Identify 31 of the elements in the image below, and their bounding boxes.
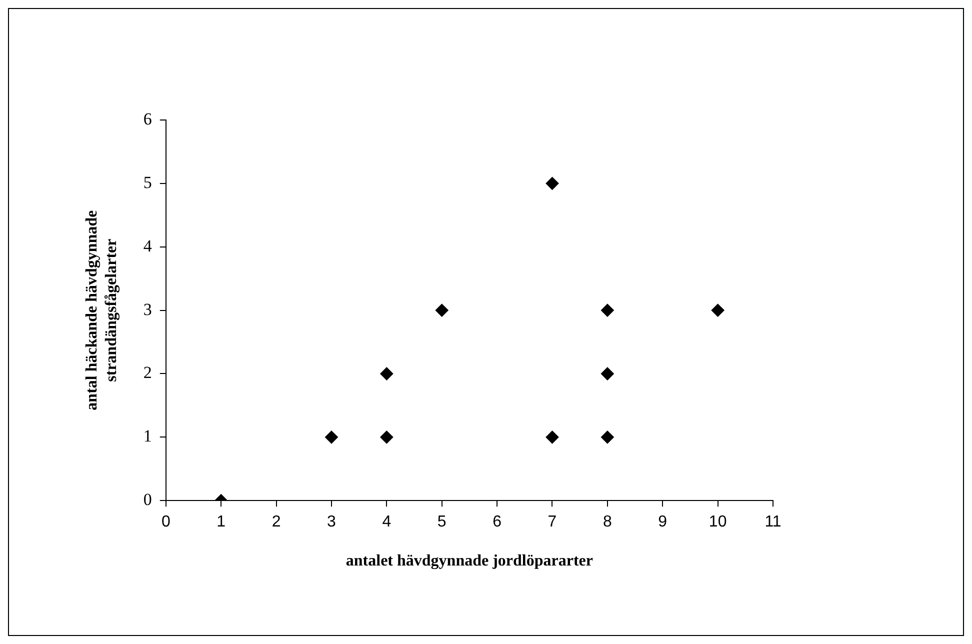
y-tick-label: 1	[143, 426, 152, 446]
point	[435, 304, 448, 317]
point	[380, 367, 394, 380]
point	[600, 367, 614, 380]
y-axis-title: antal häckande hävdgynnade strandängsfågelarter	[84, 210, 120, 410]
x-tick-label: 7	[548, 514, 557, 531]
point	[546, 430, 559, 444]
x-tick-label: 1	[216, 514, 226, 531]
y-tick-label: 5	[143, 172, 152, 192]
point	[380, 430, 394, 444]
point	[600, 430, 614, 444]
x-tick-label: 10	[708, 514, 727, 531]
y-tick-label: 0	[143, 490, 152, 510]
x-tick-label: 3	[327, 514, 336, 531]
y-tick-label: 6	[143, 109, 152, 128]
x-tick-label: 6	[492, 514, 502, 531]
x-tick-label: 4	[382, 514, 392, 531]
x-tick-label: 9	[658, 514, 668, 531]
y-tick-label: 4	[143, 236, 152, 256]
point	[600, 304, 614, 317]
x-tick-label: 11	[764, 514, 782, 531]
point	[324, 430, 338, 444]
x-tick-label: 0	[161, 514, 170, 531]
x-axis-title: antalet hävdgynnade jordlöpararter	[346, 552, 594, 570]
point	[546, 176, 559, 190]
x-tick-label: 5	[437, 514, 446, 531]
x-tick-label: 8	[602, 514, 612, 531]
y-tick-label: 2	[143, 363, 152, 382]
point	[711, 304, 724, 317]
y-tick-label: 3	[143, 300, 152, 319]
x-tick-label: 2	[272, 514, 281, 531]
